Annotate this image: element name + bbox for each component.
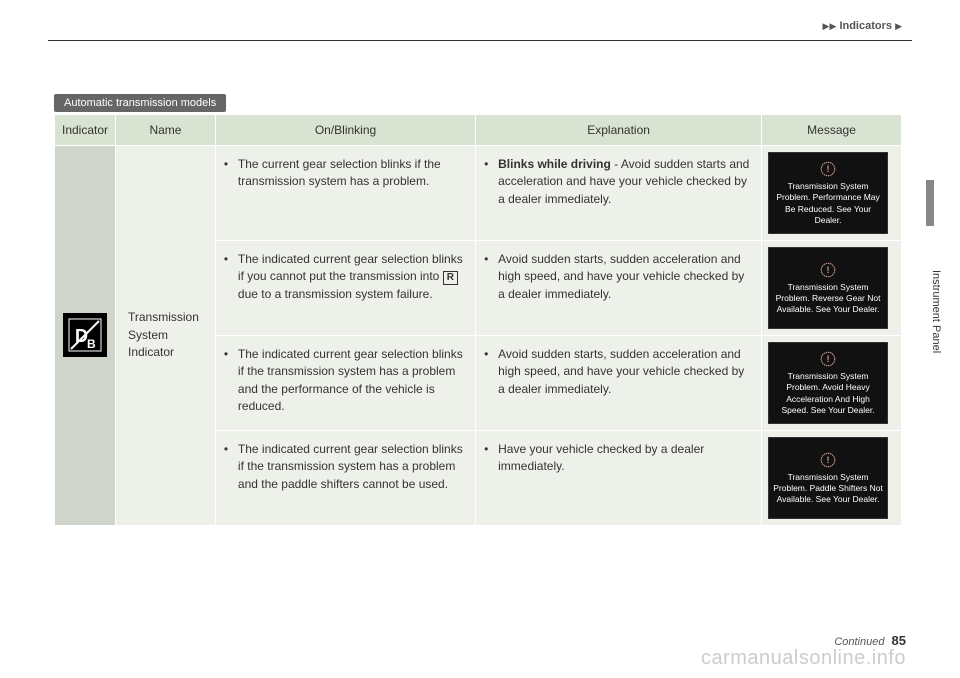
blink-text: The current gear selection blinks if the… — [238, 156, 467, 191]
exp-cell: • Avoid sudden starts, sudden accelerati… — [476, 241, 762, 336]
bullet-icon: • — [224, 346, 238, 416]
exp-cell: • Blinks while driving - Avoid sudden st… — [476, 146, 762, 241]
th-indicator: Indicator — [55, 115, 116, 146]
watermark: carmanualsonline.info — [701, 647, 906, 670]
exp-text: Avoid sudden starts, sudden acceleration… — [498, 251, 753, 303]
indicator-cell: D B — [55, 146, 116, 526]
page-number: 85 — [892, 633, 906, 648]
bullet-icon: • — [484, 441, 498, 476]
blink-cell: • The current gear selection blinks if t… — [215, 146, 475, 241]
exp-bold: Blinks while driving — [498, 157, 611, 171]
th-explanation: Explanation — [476, 115, 762, 146]
header-divider — [48, 40, 912, 41]
breadcrumb-tri: ▶▶ — [823, 21, 837, 31]
breadcrumb-label: Indicators — [839, 20, 892, 32]
breadcrumb-tri2: ▶ — [895, 21, 902, 31]
message-display: ! Transmission System Problem. Paddle Sh… — [768, 437, 888, 519]
msg-text: Transmission System Problem. Paddle Shif… — [773, 472, 883, 505]
blink-cell: • The indicated current gear selection b… — [215, 336, 475, 431]
bullet-icon: • — [224, 441, 238, 493]
footer: Continued 85 — [834, 633, 906, 648]
blink-text: The indicated current gear selection bli… — [238, 251, 467, 303]
transmission-indicator-icon: D B — [63, 313, 107, 357]
warning-gear-icon: ! — [819, 350, 837, 368]
warning-gear-icon: ! — [819, 451, 837, 469]
blink-cell: • The indicated current gear selection b… — [215, 431, 475, 526]
exp-cell: • Avoid sudden starts, sudden accelerati… — [476, 336, 762, 431]
svg-text:!: ! — [827, 265, 830, 275]
svg-text:!: ! — [827, 455, 830, 465]
gear-r-box: R — [443, 271, 458, 285]
msg-text: Transmission System Problem. Performance… — [773, 181, 883, 225]
svg-text:!: ! — [827, 354, 830, 364]
msg-cell: ! Transmission System Problem. Reverse G… — [762, 241, 902, 336]
th-message: Message — [762, 115, 902, 146]
msg-cell: ! Transmission System Problem. Paddle Sh… — [762, 431, 902, 526]
bullet-icon: • — [484, 251, 498, 303]
side-tab — [926, 180, 934, 226]
svg-text:!: ! — [827, 164, 830, 174]
table-row: D B Transmission System Indicator • The … — [55, 146, 902, 241]
th-onblinking: On/Blinking — [215, 115, 475, 146]
bullet-icon: • — [484, 346, 498, 398]
message-display: ! Transmission System Problem. Avoid Hea… — [768, 342, 888, 424]
exp-text: Avoid sudden starts, sudden acceleration… — [498, 346, 753, 398]
section-label: Instrument Panel — [930, 270, 942, 353]
name-cell: Transmission System Indicator — [116, 146, 216, 526]
indicators-table: Indicator Name On/Blinking Explanation M… — [54, 114, 902, 526]
blink-text: The indicated current gear selection bli… — [238, 346, 467, 416]
msg-cell: ! Transmission System Problem. Performan… — [762, 146, 902, 241]
bullet-icon: • — [224, 156, 238, 191]
exp-cell: • Have your vehicle checked by a dealer … — [476, 431, 762, 526]
blink-text: The indicated current gear selection bli… — [238, 441, 467, 493]
exp-text: Have your vehicle checked by a dealer im… — [498, 441, 753, 476]
message-display: ! Transmission System Problem. Performan… — [768, 152, 888, 234]
msg-text: Transmission System Problem. Avoid Heavy… — [773, 371, 883, 415]
warning-gear-icon: ! — [819, 160, 837, 178]
blink-cell: • The indicated current gear selection b… — [215, 241, 475, 336]
model-badge: Automatic transmission models — [54, 94, 226, 112]
svg-text:B: B — [87, 337, 96, 351]
warning-gear-icon: ! — [819, 261, 837, 279]
msg-cell: ! Transmission System Problem. Avoid Hea… — [762, 336, 902, 431]
exp-text: Blinks while driving - Avoid sudden star… — [498, 156, 753, 208]
msg-text: Transmission System Problem. Reverse Gea… — [773, 282, 883, 315]
th-name: Name — [116, 115, 216, 146]
breadcrumb: ▶▶ Indicators ▶ — [823, 20, 902, 32]
message-display: ! Transmission System Problem. Reverse G… — [768, 247, 888, 329]
bullet-icon: • — [484, 156, 498, 208]
bullet-icon: • — [224, 251, 238, 303]
